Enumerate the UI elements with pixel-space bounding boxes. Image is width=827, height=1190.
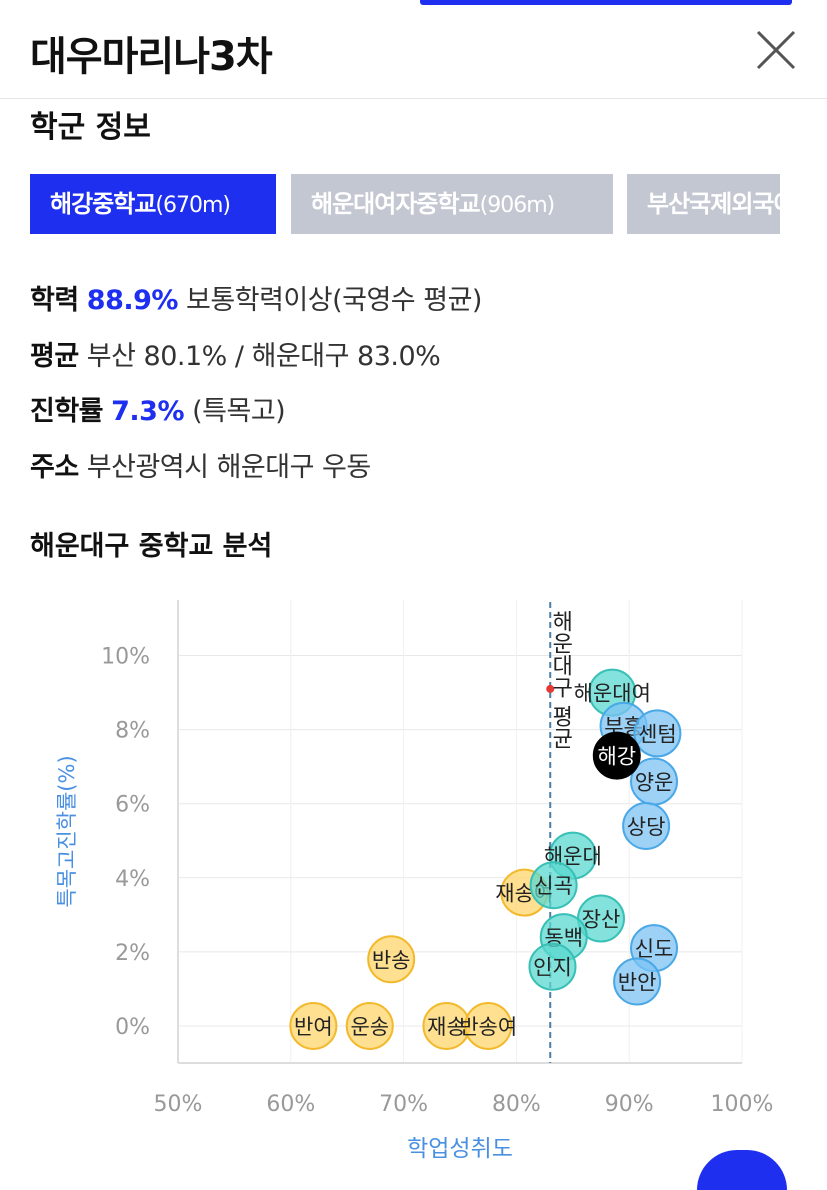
school-tabs: 해강중학교(670m) 해운대여자중학교(906m) 부산국제외국어 xyxy=(30,174,780,234)
info-advancement: 진학률 7.3% (특목고) xyxy=(30,389,286,428)
school-point xyxy=(613,957,662,1006)
close-icon xyxy=(756,30,796,70)
info-address: 주소 부산광역시 해운대구 우동 xyxy=(30,445,371,484)
info-average: 평균 부산 80.1% / 해운대구 83.0% xyxy=(30,334,441,373)
tab-school-name: 해강중학교 xyxy=(50,190,156,218)
average-marker-dot xyxy=(546,684,555,693)
info-label: 주소 xyxy=(30,452,79,483)
school-point-label: 재송 xyxy=(427,1015,466,1039)
average-line-label: 해운대구 평균 xyxy=(548,610,573,749)
x-tick-label: 90% xyxy=(605,1092,654,1117)
header: 대우마리나3차 xyxy=(0,0,827,99)
school-point xyxy=(529,861,578,910)
tab-school-0[interactable]: 해강중학교(670m) xyxy=(30,174,276,234)
tab-school-name: 해운대여자중학교 xyxy=(311,190,481,218)
school-point-label: 센텀 xyxy=(638,722,677,746)
tab-school-distance: (670m) xyxy=(155,193,231,218)
school-point xyxy=(464,1001,513,1050)
school-point xyxy=(345,1001,394,1050)
school-scatter-chart: 0% 2% 4% 6% 8% 10% 50% 60% 70% 80% 90% 100% 학업성취도 특목고… xyxy=(55,600,774,1162)
school-point-label: 신곡 xyxy=(534,874,573,898)
y-tick-label: 6% xyxy=(115,793,150,818)
achievement-value: 88.9% xyxy=(86,285,179,316)
school-point xyxy=(592,731,641,780)
average-desc: 부산 80.1% / 해운대구 83.0% xyxy=(86,341,441,372)
y-tick-label: 10% xyxy=(101,645,150,670)
x-tick-label: 50% xyxy=(154,1092,203,1117)
x-tick-label: 80% xyxy=(492,1092,541,1117)
school-point-label: 양운 xyxy=(635,770,674,794)
school-point xyxy=(633,709,682,758)
school-point xyxy=(528,942,577,991)
achievement-desc: 보통학력이상(국영수 평균) xyxy=(186,285,482,316)
school-point-label: 상당 xyxy=(627,815,666,839)
y-tick-label: 8% xyxy=(115,719,150,744)
school-point-label: 장산 xyxy=(582,908,621,932)
school-point-label: 반송여 xyxy=(459,1015,517,1039)
school-point-label: 신도 xyxy=(635,937,674,961)
tab-school-name: 부산국제외국어 xyxy=(647,190,780,218)
y-tick-label: 0% xyxy=(115,1015,150,1040)
info-label: 평균 xyxy=(30,341,79,372)
advancement-desc: (특목고) xyxy=(192,396,286,427)
close-button[interactable] xyxy=(752,26,800,74)
tab-school-1[interactable]: 해운대여자중학교(906m) xyxy=(291,174,613,234)
school-point xyxy=(367,935,416,984)
school-point-label: 운송 xyxy=(350,1015,389,1039)
school-point-label: 반여 xyxy=(294,1015,333,1039)
school-point-label: 해강 xyxy=(597,745,636,769)
y-axis-title: 특목고진학률(%) xyxy=(55,755,79,907)
school-point-label: 인지 xyxy=(533,956,572,980)
x-tick-label: 70% xyxy=(379,1092,428,1117)
x-axis-title: 학업성취도 xyxy=(407,1136,513,1162)
address-desc: 부산광역시 해운대구 우동 xyxy=(86,452,371,483)
x-tick-label: 60% xyxy=(266,1092,315,1117)
analysis-title: 해운대구 중학교 분석 xyxy=(30,531,273,562)
school-point-label: 해운대여 xyxy=(574,682,651,706)
school-point xyxy=(622,801,671,850)
school-point-label: 반안 xyxy=(618,971,657,995)
info-achievement: 학력 88.9% 보통학력이상(국영수 평균) xyxy=(30,278,482,317)
x-tick-label: 100% xyxy=(711,1092,774,1117)
school-point-label: 반송 xyxy=(372,948,411,972)
info-label: 진학률 xyxy=(30,396,104,427)
y-tick-label: 4% xyxy=(115,867,150,892)
section-title: 학군 정보 xyxy=(30,110,151,145)
advancement-value: 7.3% xyxy=(111,396,185,427)
tab-school-distance: (906m) xyxy=(479,193,556,218)
tab-school-2[interactable]: 부산국제외국어 xyxy=(627,174,780,234)
y-tick-label: 2% xyxy=(115,941,150,966)
page-title: 대우마리나3차 xyxy=(30,34,273,80)
info-label: 학력 xyxy=(30,285,79,316)
top-accent-bar xyxy=(420,0,792,5)
school-point xyxy=(289,1001,338,1050)
